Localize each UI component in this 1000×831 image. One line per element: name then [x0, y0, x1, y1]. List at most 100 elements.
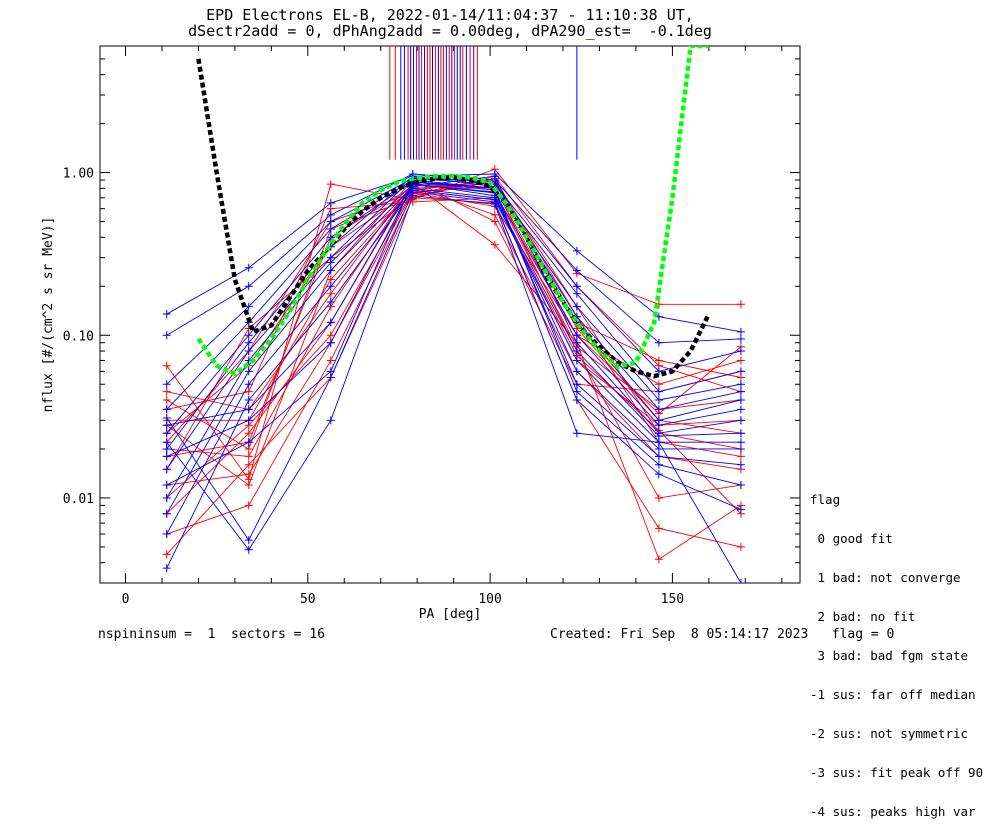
blue-point [572, 356, 581, 365]
blue-point [244, 282, 253, 291]
blue-curve [166, 189, 741, 569]
blue-curve [166, 181, 742, 434]
red-point [326, 331, 335, 340]
blue-point [326, 338, 335, 347]
red-point [244, 452, 253, 461]
blue-point [162, 481, 171, 490]
blue-point [654, 395, 663, 404]
blue-curve [166, 175, 742, 514]
red-point [244, 429, 253, 438]
red-point [654, 493, 663, 502]
title-line-1: EPD Electrons EL-B, 2022-01-14/11:04:37 … [206, 6, 694, 24]
blue-point [244, 263, 253, 272]
red-curve [166, 182, 742, 560]
red-point [162, 387, 171, 396]
blue-point [244, 395, 253, 404]
blue-point [326, 318, 335, 327]
blue-point [572, 266, 581, 275]
red-point [162, 361, 171, 370]
blue-point [572, 367, 581, 376]
blue-point [572, 347, 581, 356]
x-axis-title: PA [deg] [419, 607, 482, 622]
red-point [490, 240, 499, 249]
red-point [736, 452, 745, 461]
blue-point [326, 217, 335, 226]
blue-point [162, 414, 171, 423]
red-curve [166, 179, 742, 486]
blue-curve [166, 195, 742, 583]
blue-point [736, 367, 745, 376]
y-tick-label: 0.01 [63, 492, 94, 507]
blue-point [736, 438, 745, 447]
blue-point [736, 416, 745, 425]
red-point [162, 550, 171, 559]
blue-point [654, 452, 663, 461]
red-point [244, 481, 253, 490]
plot-axes [99, 45, 801, 584]
blue-point [244, 331, 253, 340]
axis-labels: 0 50 100 150 0.01 0.10 1.00 PA [deg] nflux [#/(c… [41, 167, 684, 622]
blue-point [572, 302, 581, 311]
blue-point [162, 405, 171, 414]
blue-point [162, 380, 171, 389]
red-point [244, 444, 253, 453]
blue-point [736, 395, 745, 404]
green-fit-curve [196, 46, 709, 377]
blue-curve [166, 179, 742, 410]
x-tick-label: 0 [122, 592, 130, 607]
red-point [244, 387, 253, 396]
red-point [244, 460, 253, 469]
red-point [326, 180, 335, 189]
blue-point [572, 387, 581, 396]
red-point [654, 356, 663, 365]
blue-curve [166, 181, 742, 486]
blue-point [736, 347, 745, 356]
footer-right: Created: Fri Sep 8 05:14:17 2023 flag = … [550, 627, 895, 642]
flag-legend: flag 0 good fit 1 bad: not converge 2 ba… [810, 467, 983, 831]
blue-point [162, 438, 171, 447]
legend-entry-6: -3 sus: fit peak off 90 [810, 765, 984, 780]
blue-curve [166, 183, 742, 499]
blue-point [736, 380, 745, 389]
blue-point [326, 233, 335, 242]
blue-point [162, 530, 171, 539]
blue-point [654, 421, 663, 430]
red-curves [162, 165, 745, 564]
blue-point [736, 481, 745, 490]
blue-point [654, 387, 663, 396]
y-tick-label: 1.00 [63, 167, 94, 182]
legend-entry-4: -1 sus: far off median [810, 687, 976, 702]
blue-point [162, 444, 171, 453]
blue-point [244, 380, 253, 389]
red-point [326, 356, 335, 365]
blue-point [162, 429, 171, 438]
legend-entry-1: 1 bad: not converge [810, 570, 961, 585]
red-point [490, 217, 499, 226]
blue-point [736, 334, 745, 343]
red-curve [166, 181, 741, 515]
red-curve [166, 184, 742, 457]
blue-curve [166, 182, 741, 450]
blue-point [736, 429, 745, 438]
red-point [736, 356, 745, 365]
red-point [244, 501, 253, 510]
blue-point [736, 387, 745, 396]
blue-point [490, 200, 499, 209]
legend-title: flag [810, 492, 841, 507]
red-point [490, 210, 499, 219]
legend-entry-0: 0 good fit [810, 531, 893, 546]
blue-point [162, 452, 171, 461]
red-point [654, 524, 663, 533]
chart-title: EPD Electrons EL-B, 2022-01-14/11:04:37 … [0, 7, 900, 39]
blue-point [326, 258, 335, 267]
red-point [654, 380, 663, 389]
blue-point [736, 405, 745, 414]
red-point [736, 300, 745, 309]
blue-point [326, 373, 335, 382]
blue-point [244, 347, 253, 356]
blue-point [244, 545, 253, 554]
blue-point [326, 199, 335, 208]
footer-left: nspininsum = 1 sectors = 16 [98, 627, 325, 642]
x-tick-label: 50 [300, 592, 316, 607]
blue-point [654, 312, 663, 321]
